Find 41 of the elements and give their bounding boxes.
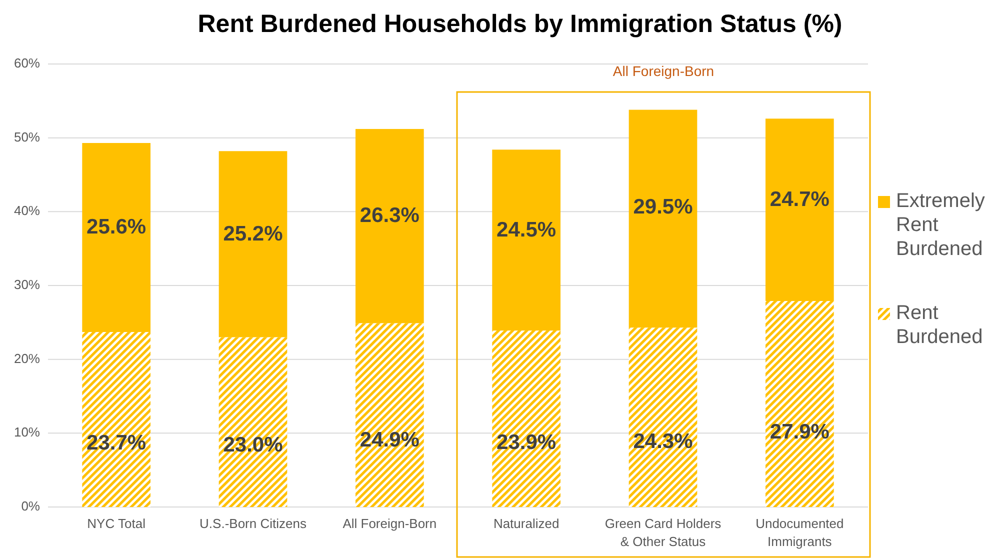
y-tick-label: 30% — [14, 276, 40, 292]
data-label: 23.9% — [496, 431, 556, 454]
data-label: 24.9% — [360, 428, 420, 452]
x-tick-label: NYC Total — [87, 516, 146, 531]
annotation: All Foreign-Born — [612, 63, 714, 79]
x-tick-label: Undocumented Immigrants — [756, 516, 844, 549]
y-tick-label: 10% — [14, 424, 40, 440]
bar — [766, 118, 834, 302]
bar — [82, 332, 150, 507]
x-tick-label: U.S.-Born Citizens — [200, 516, 307, 531]
y-tick-label: 60% — [14, 55, 40, 70]
bar — [218, 151, 288, 338]
data-label: 29.5% — [633, 195, 694, 218]
x-tick-label: Green Card Holders & Other Status — [604, 516, 722, 549]
y-tick-label: 20% — [14, 350, 40, 366]
data-label: 24.7% — [770, 188, 830, 212]
x-tick-label: Naturalized — [493, 516, 560, 531]
y-tick-label: 40% — [14, 203, 40, 218]
bar — [628, 328, 698, 507]
legend-label: Extremely Rent Burdened — [896, 190, 985, 260]
legend-label: Rent Burdened — [896, 302, 983, 348]
data-label: 26.3% — [360, 204, 420, 227]
bar — [492, 330, 560, 507]
bar — [492, 150, 560, 331]
data-label: 23.0% — [223, 433, 284, 456]
x-tick-label: All Foreign-Born — [342, 516, 437, 531]
data-label: 25.6% — [86, 216, 146, 239]
bar — [356, 128, 424, 324]
y-tick-label: 0% — [21, 498, 40, 514]
bar — [356, 323, 424, 507]
data-label: 24.5% — [496, 218, 556, 242]
bar — [82, 143, 150, 332]
data-label: 23.7% — [86, 432, 146, 455]
chart-title: Rent Burdened Households by Immigration Status (%) — [198, 10, 842, 38]
data-label: 27.9% — [770, 420, 830, 444]
bar — [628, 110, 698, 328]
data-label: 24.3% — [633, 430, 694, 453]
bar — [218, 337, 288, 507]
data-label: 25.2% — [223, 222, 284, 246]
bar — [766, 301, 834, 507]
y-tick-label: 50% — [14, 129, 40, 144]
